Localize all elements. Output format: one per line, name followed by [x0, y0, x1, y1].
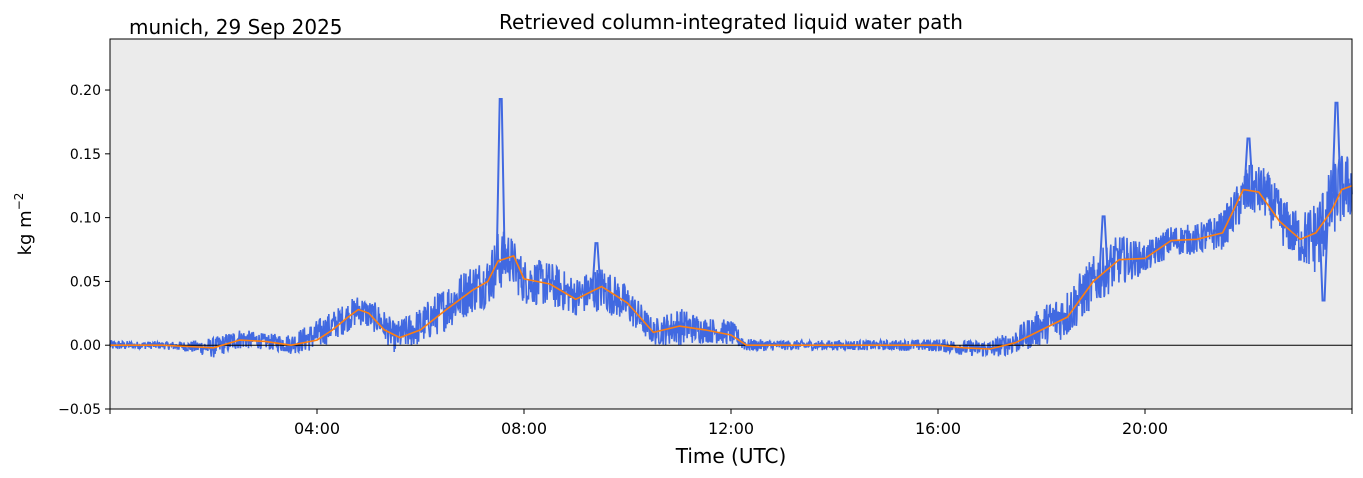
y-tick-label: 0.15	[70, 147, 101, 163]
smoothed-line-layer	[110, 184, 1353, 350]
raw-retrieval-spike	[1318, 222, 1329, 302]
chart-title: Retrieved column-integrated liquid water…	[499, 10, 963, 34]
y-axis: −0.05 0.00 0.05 0.10 0.15 0.20	[58, 83, 110, 418]
x-axis: 04:00 08:00 12:00 16:00 20:00	[109, 409, 1353, 438]
x-tick-label: 12:00	[708, 419, 754, 438]
smoothed-series	[110, 184, 1353, 350]
y-tick-label: −0.05	[58, 402, 101, 418]
x-axis-label: Time (UTC)	[675, 444, 787, 468]
y-tick-label: 0.10	[70, 211, 101, 227]
raw-retrieval-spike	[1331, 101, 1342, 193]
data-layer	[109, 97, 1353, 358]
raw-retrieval-spike	[495, 97, 506, 261]
location-date-label: munich, 29 Sep 2025	[129, 15, 343, 39]
y-axis-label-unit: kg m	[15, 210, 36, 255]
y-tick-label: 0.00	[70, 338, 101, 354]
raw-retrieval-spike	[591, 242, 602, 290]
x-tick-label: 08:00	[501, 419, 547, 438]
y-axis-label-superscript: −2	[12, 193, 26, 211]
y-axis-label-group: kg m−2	[12, 193, 36, 256]
y-tick-label: 0.05	[70, 274, 101, 290]
y-axis-label: kg m−2	[12, 193, 36, 256]
y-tick-label: 0.20	[70, 83, 101, 99]
raw-retrieval-spike	[1098, 215, 1109, 273]
raw-retrieval-spike	[1243, 137, 1254, 190]
plot-area	[110, 39, 1352, 409]
x-tick-label: 20:00	[1122, 419, 1168, 438]
x-tick-label: 04:00	[294, 419, 340, 438]
raw-retrieval-series	[109, 155, 1353, 358]
x-tick-label: 16:00	[915, 419, 961, 438]
